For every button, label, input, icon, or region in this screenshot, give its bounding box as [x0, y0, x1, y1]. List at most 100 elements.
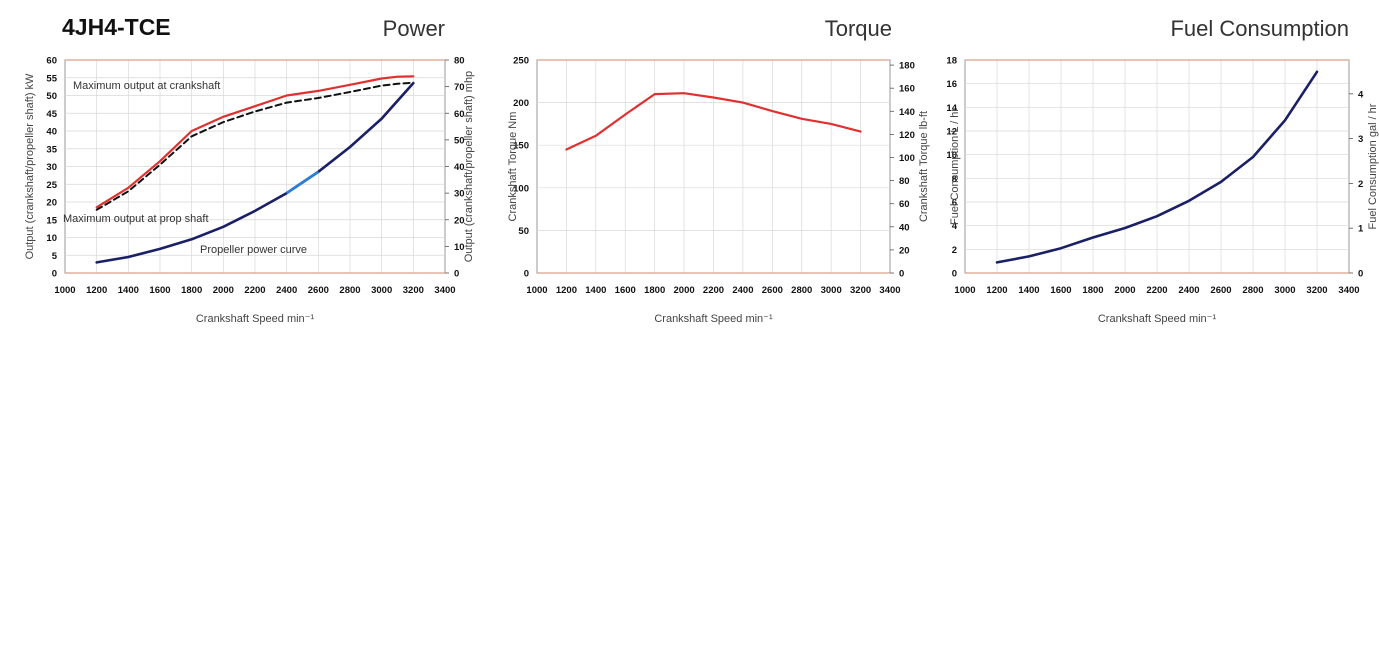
propeller-curve-highlight — [285, 170, 320, 195]
y-tick-label: 50 — [518, 226, 529, 237]
x-tick-label: 2800 — [339, 285, 360, 296]
y2-tick-label: 3 — [1358, 134, 1363, 145]
annotation-label: Maximum output at prop shaft — [63, 213, 209, 225]
y-tick-label: 6 — [952, 198, 957, 209]
y-tick-label: 45 — [46, 109, 57, 120]
y2-tick-label: 30 — [454, 189, 465, 200]
y-tick-label: 18 — [946, 56, 957, 67]
x-tick-label: 1000 — [954, 285, 975, 296]
series-line-1 — [95, 81, 415, 211]
x-tick-label: 3200 — [1306, 285, 1327, 296]
y-tick-label: 15 — [46, 215, 57, 226]
annotation-label: Maximum output at crankshaft — [73, 80, 220, 92]
x-tick-label: 2600 — [1210, 285, 1231, 296]
y-tick-label: 16 — [946, 79, 957, 90]
y2-tick-label: 20 — [899, 245, 910, 256]
chart-title: Torque — [825, 16, 892, 41]
x-tick-label: 1800 — [644, 285, 665, 296]
y2-tick-label: 180 — [899, 61, 915, 72]
y2-axis-label: Output (crankshaft/propeller shaft) mhp — [463, 71, 475, 262]
x-tick-label: 1200 — [986, 285, 1007, 296]
x-axis-label: Crankshaft Speed min⁻¹ — [196, 313, 315, 325]
x-tick-label: 2200 — [244, 285, 265, 296]
series-line-0 — [95, 75, 415, 209]
y2-tick-label: 40 — [899, 222, 910, 233]
x-axis-label: Crankshaft Speed min⁻¹ — [654, 313, 773, 325]
y2-tick-label: 80 — [454, 56, 465, 67]
y-tick-label: 40 — [46, 127, 57, 138]
x-tick-label: 1600 — [1050, 285, 1071, 296]
x-tick-label: 3000 — [821, 285, 842, 296]
x-tick-label: 2000 — [674, 285, 695, 296]
y2-axis-label: Crankshaft Torque lb-ft — [918, 111, 930, 222]
y-tick-label: 8 — [952, 174, 957, 185]
x-tick-label: 1200 — [556, 285, 577, 296]
x-tick-label: 1600 — [149, 285, 170, 296]
x-tick-label: 1000 — [54, 285, 75, 296]
chart-title: Fuel Consumption — [1170, 16, 1349, 41]
x-tick-label: 2000 — [213, 285, 234, 296]
y2-tick-label: 140 — [899, 107, 915, 118]
y-tick-label: 25 — [46, 180, 57, 191]
y2-tick-label: 10 — [454, 242, 465, 253]
y-axis-label: Fuel Consumption L / hr — [949, 108, 961, 225]
y2-tick-label: 1 — [1358, 224, 1364, 235]
x-tick-label: 1400 — [1018, 285, 1039, 296]
y-tick-label: 0 — [952, 269, 957, 280]
x-tick-label: 1800 — [1082, 285, 1103, 296]
x-tick-label: 1800 — [181, 285, 202, 296]
y2-tick-label: 40 — [454, 162, 465, 173]
y2-tick-label: 0 — [454, 269, 459, 280]
x-tick-label: 1600 — [615, 285, 636, 296]
x-tick-label: 2000 — [1114, 285, 1135, 296]
y2-tick-label: 20 — [454, 215, 465, 226]
y-axis-label: Output (crankshaft/propeller shaft) kW — [24, 73, 36, 259]
x-tick-label: 3400 — [434, 285, 455, 296]
x-tick-label: 2800 — [1242, 285, 1263, 296]
y-axis-label: Crankshaft Torque Nm — [507, 112, 519, 222]
chart-title: Power — [383, 16, 445, 41]
x-tick-label: 2600 — [308, 285, 329, 296]
x-tick-label: 1200 — [86, 285, 107, 296]
x-tick-label: 3400 — [1338, 285, 1359, 296]
y2-tick-label: 60 — [899, 199, 910, 210]
y-tick-label: 55 — [46, 73, 57, 84]
y2-tick-label: 160 — [899, 84, 915, 95]
x-tick-label: 2200 — [1146, 285, 1167, 296]
y2-tick-label: 100 — [899, 153, 915, 164]
y-tick-label: 250 — [513, 56, 529, 67]
x-tick-label: 3200 — [850, 285, 871, 296]
x-tick-label: 2600 — [762, 285, 783, 296]
y2-tick-label: 50 — [454, 135, 465, 146]
x-tick-label: 2400 — [732, 285, 753, 296]
y-tick-label: 0 — [52, 269, 57, 280]
x-tick-label: 1400 — [118, 285, 139, 296]
y-tick-label: 100 — [513, 183, 529, 194]
y-tick-label: 10 — [46, 233, 57, 244]
x-tick-label: 3000 — [1274, 285, 1295, 296]
y-tick-label: 50 — [46, 91, 57, 102]
y2-tick-label: 0 — [899, 269, 904, 280]
x-tick-label: 2400 — [276, 285, 297, 296]
y2-axis-label: Fuel Consumption gal / hr — [1367, 103, 1379, 229]
x-axis-label: Crankshaft Speed min⁻¹ — [1098, 313, 1217, 325]
y-tick-label: 20 — [46, 198, 57, 209]
y-tick-label: 12 — [946, 127, 957, 138]
y-tick-label: 10 — [946, 150, 957, 161]
y2-tick-label: 4 — [1358, 89, 1364, 100]
x-tick-label: 2400 — [1178, 285, 1199, 296]
x-tick-label: 1400 — [585, 285, 606, 296]
annotation-label: Propeller power curve — [200, 244, 307, 256]
y-tick-label: 200 — [513, 98, 529, 109]
x-tick-label: 2800 — [791, 285, 812, 296]
y2-tick-label: 80 — [899, 176, 910, 187]
y2-tick-label: 60 — [454, 109, 465, 120]
y-tick-label: 4 — [952, 221, 958, 232]
chart-2: Fuel Consumption 1000 1200 1400 1600 1800 2000… — [946, 16, 1379, 325]
engine-model-title: 4JH4-TCE — [62, 14, 171, 40]
x-tick-label: 2200 — [703, 285, 724, 296]
y2-tick-label: 120 — [899, 130, 915, 141]
y-tick-label: 30 — [46, 162, 57, 173]
y-tick-label: 5 — [52, 251, 58, 262]
